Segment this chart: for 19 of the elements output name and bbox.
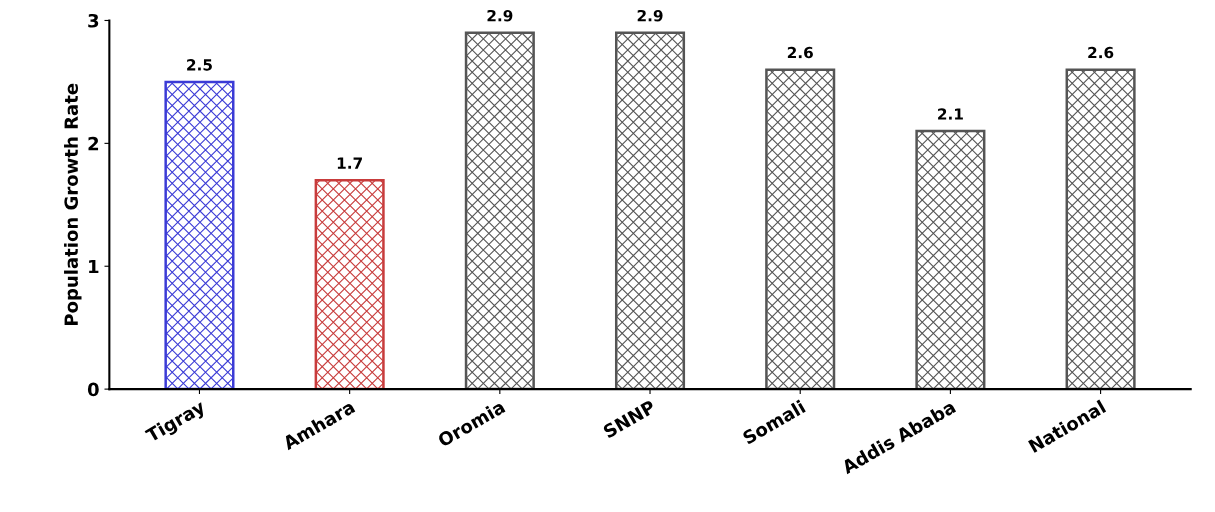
- y-tick-label: 2: [88, 136, 99, 151]
- y-tick-label: 0: [87, 382, 99, 397]
- data-label: 2.6: [787, 46, 813, 59]
- y-axis-title: Population Growth Rate: [64, 83, 82, 325]
- bar: [164, 80, 235, 390]
- bar: [765, 68, 836, 390]
- bar: [314, 178, 385, 390]
- data-label: 2.9: [637, 9, 663, 22]
- data-label: 2.6: [1088, 46, 1114, 59]
- y-tick-label: 1: [89, 259, 99, 274]
- bar: [464, 31, 535, 390]
- data-label: 1.7: [337, 157, 362, 169]
- bar: [1065, 68, 1136, 390]
- data-label: 2.9: [487, 9, 513, 22]
- bar: [915, 129, 986, 390]
- data-label: 2.5: [187, 59, 212, 71]
- data-label: 2.1: [938, 108, 963, 120]
- bar: [614, 31, 686, 390]
- y-tick-label: 3: [88, 13, 99, 28]
